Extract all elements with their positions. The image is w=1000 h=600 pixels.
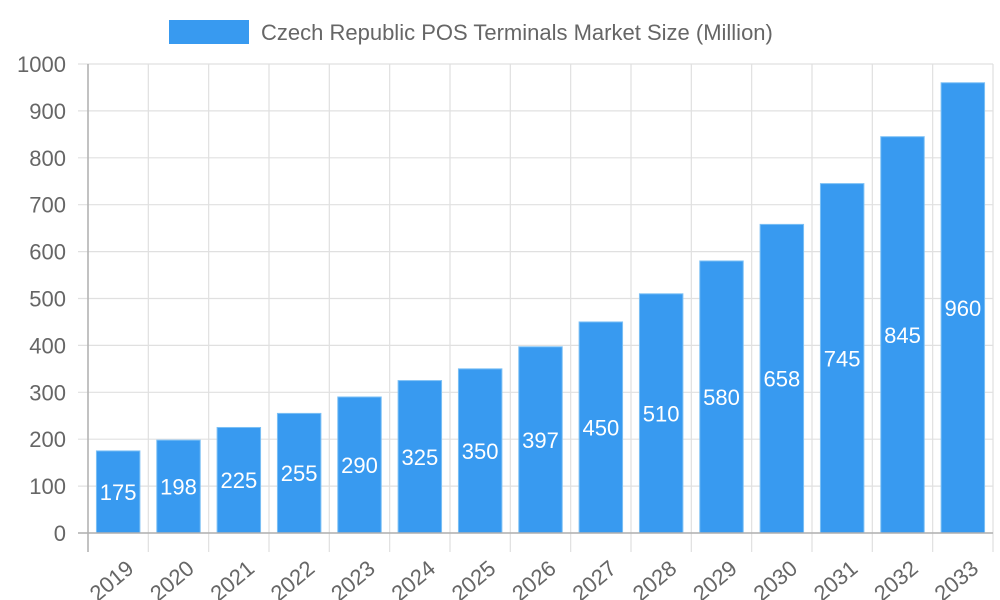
bar-value-label: 845: [884, 323, 921, 348]
y-tick-label: 100: [29, 474, 66, 499]
bar-value-label: 510: [643, 401, 680, 426]
bar-value-label: 960: [944, 296, 981, 321]
bar-rect: [518, 346, 563, 534]
bar-2029[interactable]: 580: [699, 260, 744, 534]
bar-rect: [397, 380, 443, 534]
y-tick-label: 200: [29, 427, 66, 452]
bar-rect: [819, 183, 865, 534]
bar-2032[interactable]: 845: [880, 136, 925, 534]
bar-rect: [578, 321, 624, 534]
bar-2026[interactable]: 397: [518, 346, 563, 534]
bar-2020[interactable]: 198: [156, 439, 201, 534]
x-tick-label: 2025: [447, 555, 501, 600]
y-tick-label: 300: [29, 380, 66, 405]
x-tick-label: 2024: [386, 555, 440, 600]
legend-swatch: [169, 20, 249, 44]
bar-rect: [337, 396, 382, 534]
bar-rect: [457, 368, 503, 534]
bar-value-label: 175: [100, 480, 137, 505]
bar-2022[interactable]: 255: [276, 412, 322, 534]
y-tick-label: 600: [29, 240, 66, 265]
bar-value-label: 658: [763, 367, 800, 392]
bar-value-label: 255: [281, 461, 318, 486]
bar-2024[interactable]: 325: [397, 380, 443, 534]
bar-2031[interactable]: 745: [819, 183, 865, 534]
x-tick-label: 2027: [567, 555, 621, 600]
bar-value-label: 325: [401, 445, 438, 470]
bar-rect: [276, 412, 322, 534]
bar-value-label: 290: [341, 453, 378, 478]
x-tick-label: 2026: [507, 555, 561, 600]
bar-2021[interactable]: 225: [216, 426, 262, 534]
x-axis-ticks: 2019 2020 2021 2022 2023 2024 2025 2026 2027 2028…: [85, 555, 983, 600]
x-tick-label: 2029: [688, 555, 742, 600]
legend[interactable]: Czech Republic POS Terminals Market Size…: [169, 20, 773, 45]
y-tick-label: 500: [29, 287, 66, 312]
x-tick-label: 2032: [869, 555, 923, 600]
x-tick-label: 2031: [809, 555, 863, 600]
bar-rect: [95, 450, 141, 534]
x-tick-label: 2023: [326, 555, 380, 600]
x-tick-label: 2022: [266, 555, 320, 600]
bar-value-label: 225: [220, 468, 257, 493]
bars: 175 198 225 255 290 325 350 397 450 510 580 658 745 8…: [95, 82, 986, 534]
bar-2030[interactable]: 658: [759, 223, 805, 534]
x-tick-label: 2020: [145, 555, 199, 600]
x-tick-label: 2030: [748, 555, 802, 600]
bar-2025[interactable]: 350: [457, 368, 503, 534]
bar-2027[interactable]: 450: [578, 321, 624, 534]
legend-label: Czech Republic POS Terminals Market Size…: [261, 20, 773, 45]
y-tick-label: 0: [54, 521, 66, 546]
x-tick-label: 2033: [929, 555, 983, 600]
bar-value-label: 745: [824, 346, 861, 371]
x-tick-label: 2021: [205, 555, 259, 600]
bar-2028[interactable]: 510: [638, 293, 684, 534]
bar-value-label: 350: [462, 439, 499, 464]
bar-rect: [759, 223, 805, 534]
y-tick-label: 1000: [17, 52, 66, 77]
y-tick-label: 900: [29, 99, 66, 124]
bar-2019[interactable]: 175: [95, 450, 141, 534]
bar-value-label: 198: [160, 475, 197, 500]
bar-rect: [216, 426, 262, 534]
y-tick-label: 800: [29, 146, 66, 171]
y-tick-label: 400: [29, 333, 66, 358]
x-tick-label: 2028: [628, 555, 682, 600]
bar-value-label: 450: [582, 415, 619, 440]
x-tick-label: 2019: [85, 555, 139, 600]
bar-rect: [156, 439, 201, 534]
y-tick-label: 700: [29, 193, 66, 218]
bar-value-label: 397: [522, 428, 559, 453]
bar-value-label: 580: [703, 385, 740, 410]
bar-2023[interactable]: 290: [337, 396, 382, 534]
y-axis-ticks: 0 100 200 300 400 500 600 700 800 900 1000: [17, 52, 66, 546]
bar-2033[interactable]: 960: [940, 82, 986, 534]
